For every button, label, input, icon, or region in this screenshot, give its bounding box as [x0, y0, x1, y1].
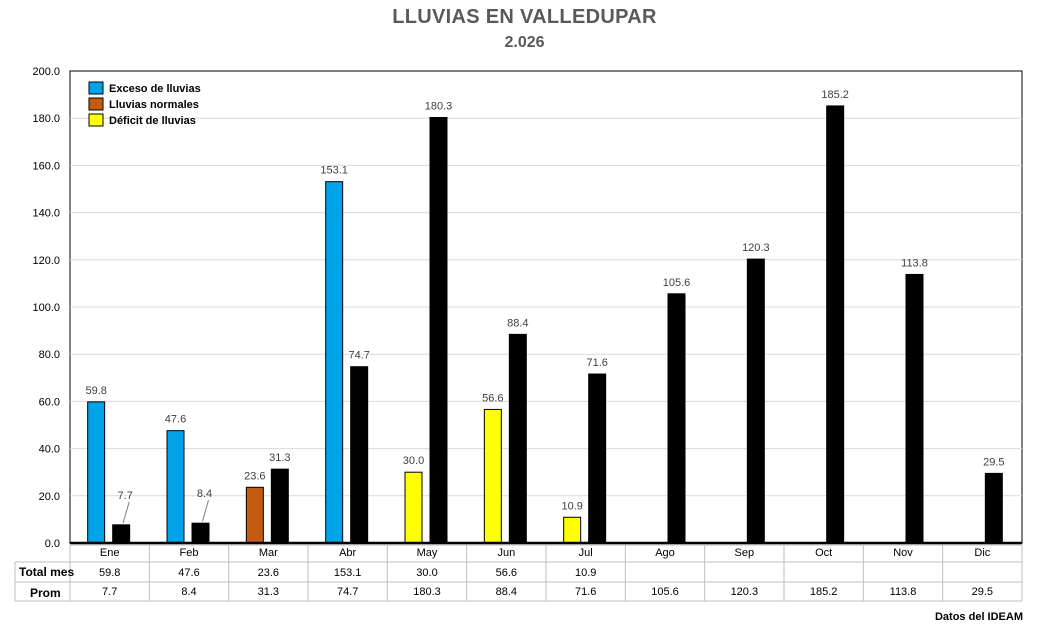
data-label-prom: 71.6	[586, 357, 607, 369]
source-note: Datos del IDEAM	[934, 611, 1023, 623]
legend-label: Lluvias normales	[109, 99, 199, 111]
table-cell-total-mes: 23.6	[258, 567, 279, 579]
data-label-prom: 74.7	[348, 350, 369, 362]
data-label-prom: 185.2	[821, 89, 849, 101]
data-label-prom: 180.3	[425, 100, 453, 112]
data-label-prom: 120.3	[742, 242, 770, 254]
table-cell-prom: 88.4	[496, 586, 517, 598]
data-label-total-mes: 30.0	[403, 455, 424, 467]
data-label-total-mes: 59.8	[85, 385, 106, 397]
x-tick-label: Mar	[259, 547, 278, 559]
y-tick-label: 180.0	[32, 113, 60, 125]
data-label-prom: 31.3	[269, 452, 290, 464]
chart-title: LLUVIAS EN VALLEDUPAR	[392, 6, 657, 28]
table-cell-prom: 120.3	[731, 586, 759, 598]
y-tick-label: 100.0	[32, 302, 60, 314]
table-cell-prom: 31.3	[258, 586, 279, 598]
data-label-total-mes: 23.6	[244, 470, 265, 482]
x-tick-label: Jul	[579, 547, 593, 559]
data-label-total-mes: 10.9	[561, 500, 582, 512]
data-label-prom: 29.5	[983, 456, 1004, 468]
table-cell-prom: 29.5	[972, 586, 993, 598]
bar-prom	[984, 472, 1003, 544]
bar-total-mes	[325, 181, 344, 544]
table-cell-prom: 8.4	[181, 586, 196, 598]
bar-total-mes	[166, 430, 185, 544]
legend-label: Exceso de lluvias	[109, 83, 201, 95]
data-label-total-mes: 47.6	[165, 414, 186, 426]
y-tick-label: 120.0	[32, 255, 60, 267]
x-tick-label: May	[417, 547, 438, 559]
bar-total-mes	[563, 516, 582, 544]
bar-total-mes	[404, 471, 423, 544]
data-label-prom: 8.4	[197, 488, 212, 500]
data-label-prom: 88.4	[507, 317, 528, 329]
bar-total-mes	[483, 408, 502, 544]
y-tick-label: 40.0	[39, 444, 60, 456]
y-tick-label: 140.0	[32, 208, 60, 220]
bar-total-mes	[87, 401, 106, 544]
table-row-header: Prom	[30, 586, 61, 600]
x-tick-label: Abr	[339, 547, 356, 559]
bar-prom	[508, 333, 527, 544]
legend-swatch	[88, 113, 104, 127]
table-cell-prom: 7.7	[102, 586, 117, 598]
table-cell-prom: 71.6	[575, 586, 596, 598]
bar-prom	[746, 258, 765, 544]
x-tick-label: Oct	[815, 547, 832, 559]
table-cell-total-mes: 59.8	[99, 567, 120, 579]
x-tick-label: Dic	[974, 547, 990, 559]
data-label-prom: 113.8	[901, 257, 928, 269]
bar-prom	[826, 105, 845, 544]
table-row-header: Total mes	[19, 565, 74, 579]
x-tick-label: Ago	[655, 547, 675, 559]
bar-prom	[588, 373, 607, 544]
table-cell-total-mes: 56.6	[496, 567, 517, 579]
table-cell-total-mes: 153.1	[334, 567, 362, 579]
x-tick-label: Sep	[735, 547, 755, 559]
bar-prom	[350, 366, 369, 544]
table-cell-prom: 113.8	[890, 586, 917, 598]
x-tick-label: Feb	[180, 547, 199, 559]
table-cell-total-mes: 10.9	[575, 567, 596, 579]
bar-prom	[667, 293, 686, 544]
bar-total-mes	[245, 486, 264, 544]
leader-line	[202, 500, 209, 522]
table-cell-total-mes: 47.6	[178, 567, 199, 579]
x-tick-label: Ene	[100, 547, 120, 559]
chart-subtitle: 2.026	[504, 34, 545, 51]
table-cell-prom: 74.7	[337, 586, 358, 598]
bar-prom	[112, 524, 131, 544]
y-tick-label: 0.0	[45, 538, 60, 550]
legend-swatch	[88, 97, 104, 111]
bar-prom	[191, 522, 210, 544]
y-tick-label: 80.0	[39, 349, 60, 361]
table-cell-prom: 185.2	[810, 586, 838, 598]
y-tick-label: 160.0	[32, 160, 60, 172]
table-cell-prom: 105.6	[651, 586, 679, 598]
data-label-prom: 105.6	[663, 277, 691, 289]
x-tick-label: Nov	[893, 547, 913, 559]
table-cell-prom: 180.3	[413, 586, 441, 598]
bar-prom	[905, 273, 924, 544]
legend-swatch	[88, 81, 104, 95]
y-tick-label: 60.0	[39, 396, 60, 408]
bar-prom	[270, 468, 289, 544]
data-label-prom: 7.7	[118, 490, 133, 502]
y-tick-label: 200.0	[32, 66, 60, 78]
legend-label: Déficit de lluvias	[109, 115, 196, 127]
data-label-total-mes: 153.1	[320, 165, 348, 177]
x-tick-label: Jun	[497, 547, 515, 559]
y-tick-label: 20.0	[39, 491, 60, 503]
bar-prom	[429, 116, 448, 544]
leader-line	[122, 501, 130, 523]
table-cell-total-mes: 30.0	[416, 567, 437, 579]
data-label-total-mes: 56.6	[482, 392, 503, 404]
